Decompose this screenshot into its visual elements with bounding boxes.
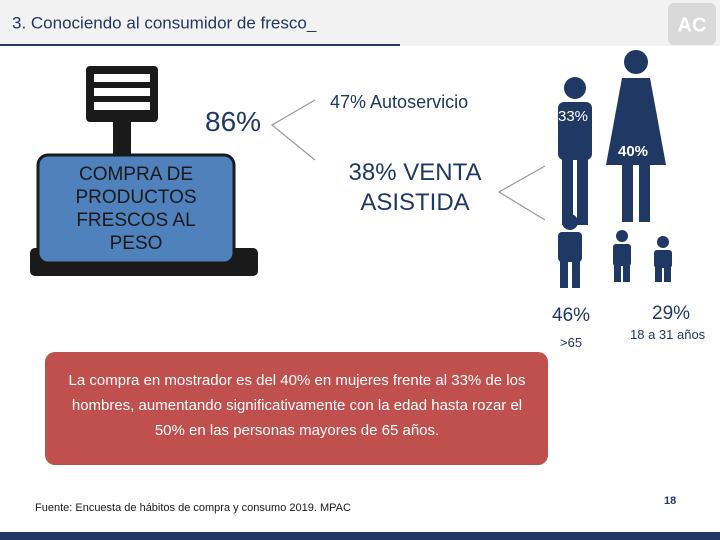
gender-percent: 33% bbox=[558, 108, 589, 125]
bracket bbox=[270, 99, 316, 161]
elder-icon bbox=[558, 214, 582, 288]
logo: AC bbox=[678, 14, 707, 36]
title: 3. Conociendo al consumidor de fresco_ bbox=[12, 13, 317, 32]
source: Fuente: Encuesta de hábitos de compra y … bbox=[35, 502, 351, 514]
footer-bar bbox=[0, 532, 720, 540]
man-icon bbox=[558, 77, 592, 225]
gender-percent: 40% bbox=[618, 143, 649, 160]
scale-icon bbox=[30, 66, 258, 276]
scale-percent: 86% bbox=[205, 106, 262, 137]
age-label: >65 bbox=[560, 335, 583, 350]
logo-box bbox=[668, 3, 716, 45]
channel: 47% Autoservicio bbox=[330, 92, 469, 112]
woman-icon bbox=[606, 50, 666, 222]
note-box bbox=[45, 352, 548, 465]
header-rule bbox=[0, 44, 400, 46]
page-number: 18 bbox=[664, 495, 677, 507]
young-icon bbox=[613, 230, 672, 282]
header-bar bbox=[0, 0, 720, 46]
age-percent: 46% bbox=[552, 305, 591, 326]
channel: 38% VENTA ASISTIDA bbox=[348, 159, 482, 216]
bracket bbox=[497, 165, 546, 221]
note: La compra en mostrador es del 40% en muj… bbox=[68, 372, 526, 439]
age-label: 18 a 31 años bbox=[630, 327, 706, 342]
age-percent: 29% bbox=[652, 303, 691, 324]
scale-label: COMPRA DE PRODUCTOS FRESCOS AL PESO bbox=[75, 164, 197, 254]
